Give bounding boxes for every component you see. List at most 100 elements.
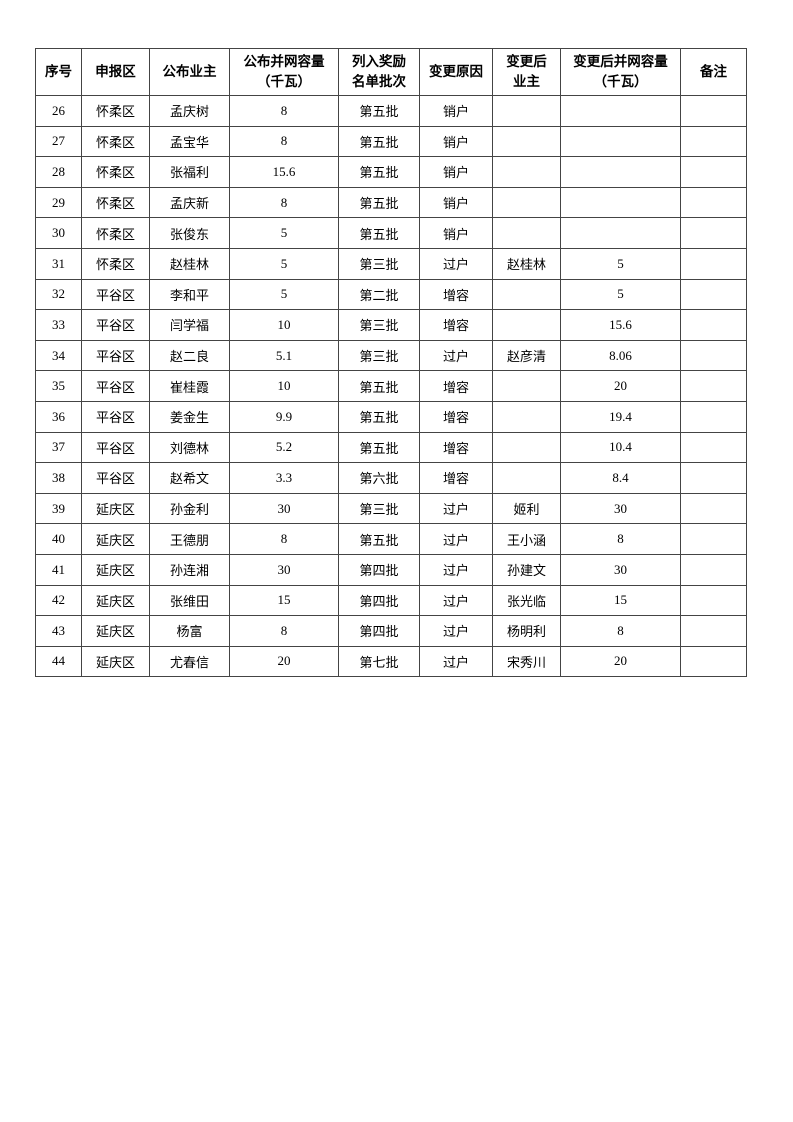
table-row: 43 延庆区 杨富 8 第四批 过户 杨明利 8 [35,615,747,647]
cell-text: 赵二良 [169,349,209,365]
cell-text: 38 [52,469,65,485]
cell-text: 5.2 [275,439,293,455]
header-row: 序号 申报区 公布业主 公布并网容量 （千瓦） 列入奖励 名单批次 变更原因 变更后 业主 变更后并… [35,48,747,96]
table-cell: 第二批 [338,278,420,311]
table-cell [680,645,747,678]
header-cell: 序号 [35,48,82,96]
table-row: 32 平谷区 李和平 5 第二批 增容 5 [35,278,747,311]
header-cell: 公布业主 [149,48,230,96]
cell-text: 过户 [442,593,469,609]
table-row: 27 怀柔区 孟宝华 8 第五批 销户 [35,125,747,158]
table-cell: 怀柔区 [81,217,150,249]
table-cell: 42 [35,584,82,617]
table-cell: 第六批 [338,462,420,494]
table-cell: 15.6 [560,309,681,341]
cell-text: 崔桂霞 [169,379,209,395]
table-cell: 38 [35,462,82,494]
cell-text: 姬利 [513,502,540,518]
cell-text: 8 [280,194,288,210]
table-cell: 40 [35,523,82,555]
table-row: 44 延庆区 尤春信 20 第七批 过户 宋秀川 20 [35,645,747,678]
table-cell: 15 [229,584,339,617]
cell-text: 销户 [442,104,469,120]
cell-text: 第三批 [359,257,399,273]
table-cell: 延庆区 [81,584,150,617]
table-cell: 销户 [419,156,493,188]
table-cell: 刘德林 [149,431,230,464]
cell-text: 第五批 [359,104,399,120]
table-cell [560,125,681,158]
cell-text: 延庆区 [95,654,135,670]
table-cell: 过户 [419,492,493,525]
header-cell: 公布并网容量 （千瓦） [229,48,339,96]
table-cell [492,95,561,127]
table-cell: 8 [560,615,681,647]
table-cell: 15.6 [229,156,339,188]
table-cell: 第五批 [338,400,420,433]
table-cell [492,431,561,464]
table-cell: 增容 [419,462,493,494]
cell-text: 15.6 [609,316,632,332]
cell-text: 过户 [442,257,469,273]
cell-text: 赵桂林 [506,257,546,273]
table-cell [680,95,747,127]
table-cell: 增容 [419,431,493,464]
table-cell: 赵二良 [149,339,230,372]
cell-text: 孙金利 [169,502,209,518]
table-cell: 8.4 [560,462,681,494]
cell-text: 8 [280,622,288,638]
cell-text: 5.1 [275,347,293,363]
table-cell: 延庆区 [81,523,150,555]
table-row: 29 怀柔区 孟庆新 8 第五批 销户 [35,186,747,219]
cell-text: 10 [277,378,291,394]
header-cell: 备注 [680,48,747,96]
table-cell: 王小涵 [492,523,561,555]
table-cell: 第三批 [338,247,420,280]
cell-text: 26 [52,102,65,118]
cell-text: 36 [52,408,65,424]
table-cell: 过户 [419,523,493,555]
cell-text: 5 [280,225,288,241]
cell-text: 怀柔区 [95,257,135,273]
header-text: （千瓦） [257,74,311,89]
table-cell: 平谷区 [81,278,150,311]
table-cell [680,125,747,158]
table-cell: 30 [35,217,82,249]
cell-text: 过户 [442,349,469,365]
table-cell: 第五批 [338,431,420,464]
table-cell [560,217,681,249]
table-cell: 30 [229,553,339,586]
cell-text: 第五批 [359,532,399,548]
table-cell: 3.3 [229,462,339,494]
cell-text: 孟庆新 [169,196,209,212]
table-cell: 29 [35,186,82,219]
table-row: 33 平谷区 闫学福 10 第三批 增容 15.6 [35,309,747,341]
table-cell [492,370,561,402]
cell-text: 43 [52,622,65,638]
table-cell: 第五批 [338,95,420,127]
table-cell: 35 [35,370,82,402]
table-cell: 8 [229,615,339,647]
table-row: 30 怀柔区 张俊东 5 第五批 销户 [35,217,747,249]
table-cell: 李和平 [149,278,230,311]
table-cell: 第七批 [338,645,420,678]
cell-text: 孙建文 [506,563,546,579]
table-cell: 杨富 [149,615,230,647]
cell-text: 19.4 [609,408,632,424]
cell-text: 尤春信 [169,654,209,670]
table-cell: 10 [229,309,339,341]
table-cell [680,615,747,647]
table-cell [492,156,561,188]
table-cell: 张维田 [149,584,230,617]
table-cell: 5 [560,247,681,280]
table-cell: 5.1 [229,339,339,372]
table-cell: 第五批 [338,156,420,188]
table-cell: 第五批 [338,523,420,555]
cell-text: 44 [52,653,65,669]
table-cell: 怀柔区 [81,247,150,280]
table-body: 26 怀柔区 孟庆树 8 第五批 销户 27 怀柔区 孟宝华 8 第五批 销户 28 怀柔区 张福利 15.6… [35,95,747,678]
cell-text: 8 [617,531,624,547]
table-cell: 赵彦清 [492,339,561,372]
cell-text: 怀柔区 [95,165,135,181]
